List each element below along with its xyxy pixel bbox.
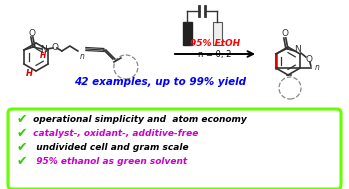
Text: O: O xyxy=(51,43,58,53)
Text: N: N xyxy=(40,44,47,53)
Text: n: n xyxy=(80,52,85,61)
Text: catalyst-, oxidant-, additive-free: catalyst-, oxidant-, additive-free xyxy=(30,129,198,139)
Text: N: N xyxy=(295,46,301,54)
Text: 95% ethanol as green solvent: 95% ethanol as green solvent xyxy=(30,157,187,167)
Text: O: O xyxy=(281,29,288,39)
Text: 95% EtOH: 95% EtOH xyxy=(190,39,240,47)
Text: ✔: ✔ xyxy=(17,112,27,125)
Bar xyxy=(213,22,222,45)
Text: H: H xyxy=(26,68,33,77)
Bar xyxy=(183,22,192,45)
Text: undivided cell and gram scale: undivided cell and gram scale xyxy=(30,143,188,153)
Text: ✔: ✔ xyxy=(17,156,27,169)
Text: ✔: ✔ xyxy=(17,142,27,154)
Text: 42 examples, up to 99% yield: 42 examples, up to 99% yield xyxy=(74,77,246,87)
Text: O: O xyxy=(28,29,35,37)
FancyBboxPatch shape xyxy=(8,109,341,189)
Text: H: H xyxy=(40,50,46,60)
Text: n = 0, 2: n = 0, 2 xyxy=(198,50,232,60)
Text: n: n xyxy=(315,64,320,73)
Text: O: O xyxy=(305,56,312,64)
Text: ✔: ✔ xyxy=(17,128,27,140)
Text: operational simplicity and  atom economy: operational simplicity and atom economy xyxy=(30,115,247,123)
